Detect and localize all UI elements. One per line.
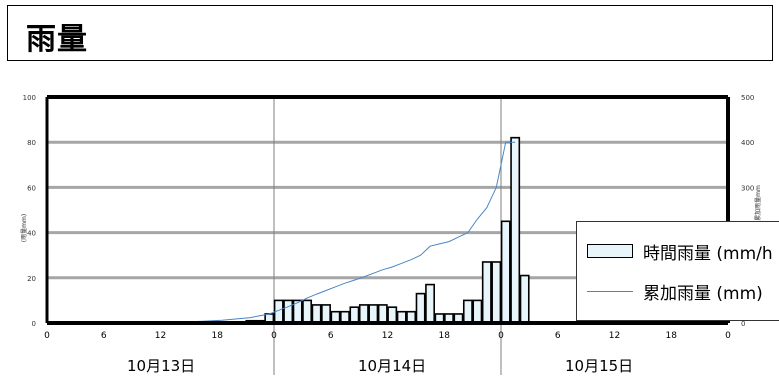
- bar-hour-47: [491, 261, 502, 324]
- legend-item-cumulative: 累加雨量 (mm): [587, 280, 763, 304]
- x-tick-5: 6: [328, 331, 334, 341]
- x-tick-7: 18: [439, 331, 451, 341]
- day-label-13: 10月13日: [127, 357, 196, 375]
- x-tick-0: 0: [44, 331, 50, 341]
- title-box: 雨量: [7, 5, 773, 61]
- bar-hour-40: [425, 283, 435, 324]
- bar-hour-34: [368, 304, 379, 324]
- legend-swatch-bar: [587, 244, 633, 258]
- bar-hour-32: [349, 306, 360, 324]
- bar-hour-48: [500, 220, 511, 324]
- day-label-14: 10月14日: [358, 357, 427, 375]
- legend: 時間雨量 (mm/h 累加雨量 (mm): [576, 221, 779, 321]
- bar-hour-28: [311, 304, 322, 324]
- y-right-tick-500: 500: [741, 94, 754, 102]
- x-tick-3: 18: [212, 331, 224, 341]
- bar-hour-33: [358, 304, 369, 324]
- bar-hour-36: [387, 306, 398, 324]
- legend-item-hourly: 時間雨量 (mm/h: [587, 240, 773, 264]
- y-left-tick-80: 80: [27, 139, 36, 147]
- bar-hour-44: [462, 299, 473, 324]
- bar-hour-25: [283, 299, 294, 324]
- bar-hour-35: [377, 304, 388, 324]
- page-title: 雨量: [26, 22, 88, 57]
- x-tick-11: 18: [666, 331, 678, 341]
- y-right-tick-0: 0: [741, 320, 745, 328]
- y-right-tick-400: 400: [741, 139, 754, 147]
- bar-hour-49: [510, 136, 521, 324]
- legend-label-cumulative: 累加雨量 (mm): [643, 283, 763, 304]
- bar-hour-46: [481, 261, 492, 324]
- y-left-tick-60: 60: [27, 184, 36, 192]
- y-left-tick-20: 20: [27, 275, 36, 283]
- legend-swatch-line: [587, 290, 633, 292]
- legend-label-hourly: 時間雨量 (mm/h: [643, 243, 773, 264]
- y-left-tick-0: 0: [32, 320, 36, 328]
- x-tick-8: 0: [498, 331, 504, 341]
- x-tick-2: 12: [155, 331, 166, 341]
- x-tick-10: 12: [609, 331, 620, 341]
- x-tick-4: 0: [271, 331, 277, 341]
- y-right-tick-300: 300: [741, 184, 754, 192]
- bar-hour-45: [472, 299, 483, 324]
- bar-hour-29: [321, 304, 331, 324]
- bar-hour-27: [302, 299, 313, 324]
- x-tick-6: 12: [382, 331, 393, 341]
- y-right-title: 累加雨量mm: [754, 185, 762, 221]
- x-tick-1: 6: [101, 331, 107, 341]
- x-tick-9: 6: [555, 331, 561, 341]
- y-left-title: (雨量mm): [21, 214, 28, 242]
- day-label-15: 10月15日: [565, 357, 634, 375]
- x-tick-12: 0: [725, 331, 731, 341]
- bar-hour-50: [519, 274, 530, 324]
- y-left-tick-40: 40: [27, 230, 36, 238]
- bar-hour-39: [415, 292, 426, 324]
- y-left-tick-100: 100: [23, 94, 36, 102]
